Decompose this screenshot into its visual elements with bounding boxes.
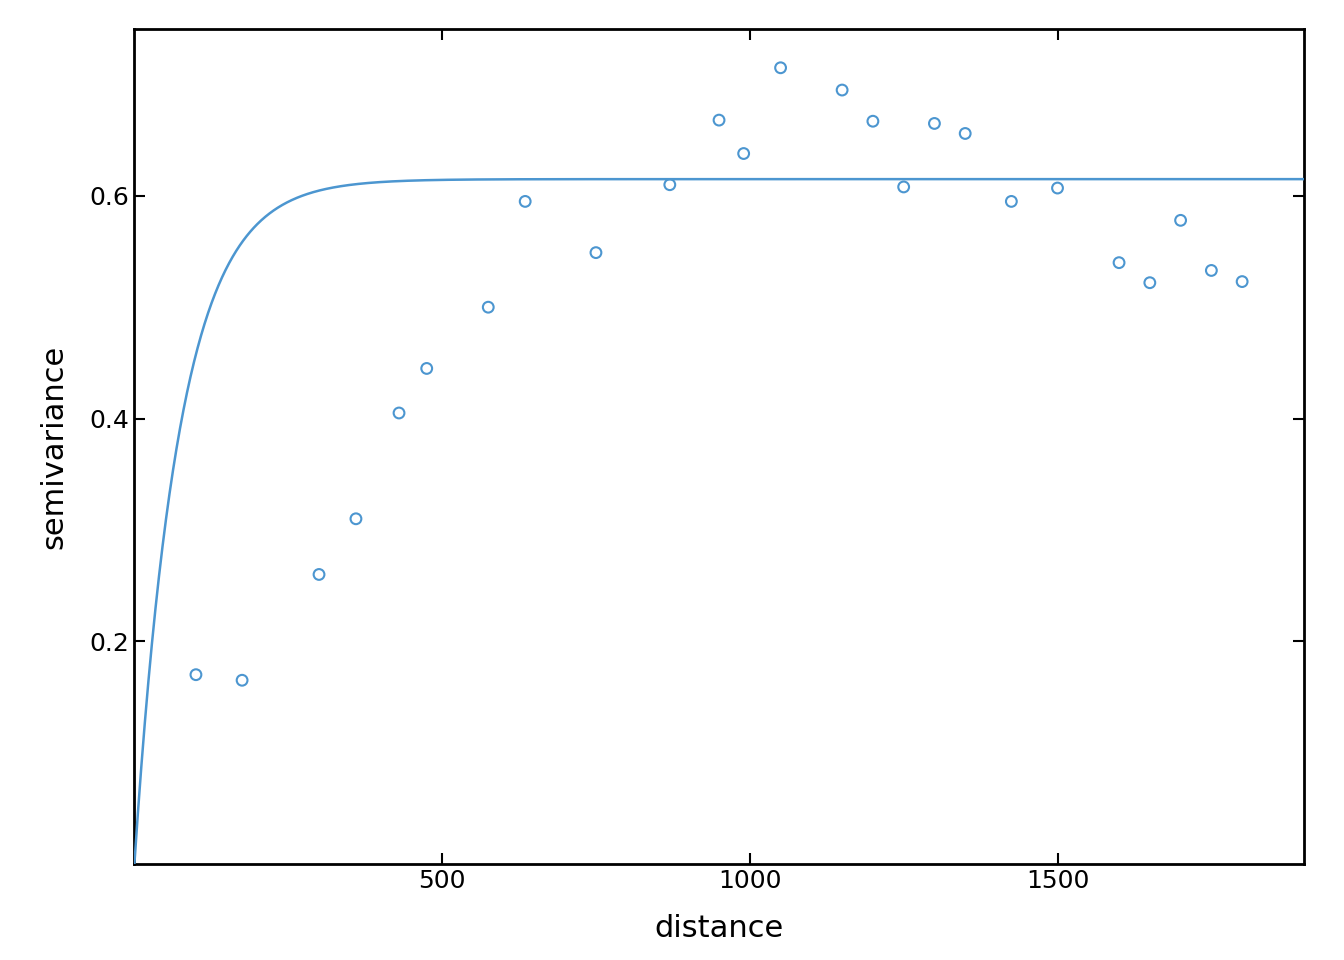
Point [585, 245, 606, 260]
Point [732, 146, 754, 161]
Point [231, 673, 253, 688]
Point [1231, 274, 1253, 289]
Point [862, 113, 883, 129]
Y-axis label: semivariance: semivariance [40, 345, 69, 548]
Point [954, 126, 976, 141]
Point [388, 405, 410, 420]
X-axis label: distance: distance [655, 914, 784, 943]
Point [1000, 194, 1021, 209]
Point [1047, 180, 1068, 196]
Point [708, 112, 730, 128]
Point [1140, 275, 1161, 290]
Point [515, 194, 536, 209]
Point [770, 60, 792, 76]
Point [1169, 213, 1191, 228]
Point [477, 300, 499, 315]
Point [417, 361, 438, 376]
Point [659, 177, 680, 192]
Point [1200, 263, 1222, 278]
Point [923, 116, 945, 132]
Point [832, 83, 853, 98]
Point [308, 566, 329, 582]
Point [1109, 255, 1130, 271]
Point [345, 511, 367, 526]
Point [185, 667, 207, 683]
Point [892, 180, 914, 195]
